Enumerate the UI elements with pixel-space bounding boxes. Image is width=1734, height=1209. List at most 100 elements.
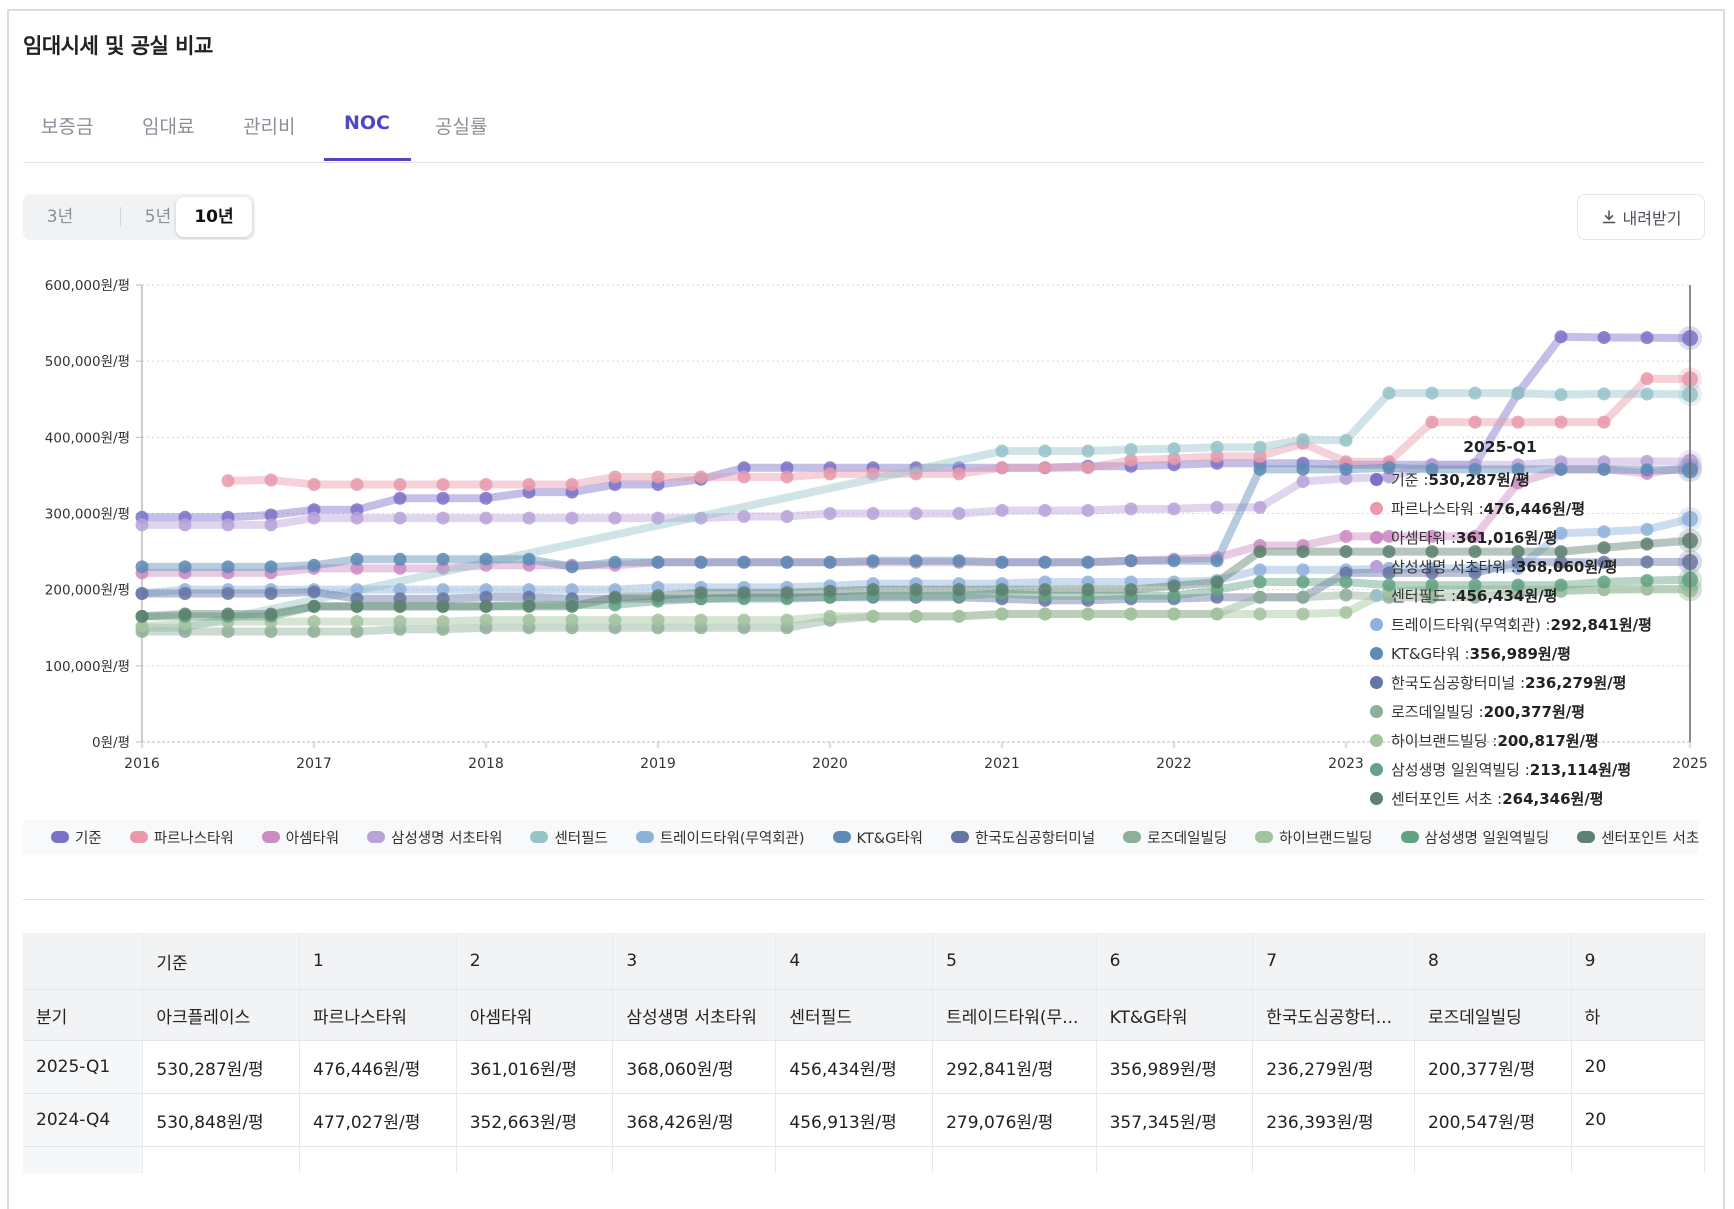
data-point[interactable]	[1425, 545, 1439, 559]
tab-rent[interactable]: 임대료	[142, 116, 195, 138]
data-point[interactable]	[823, 507, 837, 520]
data-point[interactable]	[866, 583, 880, 597]
data-point[interactable]	[651, 589, 665, 603]
data-point[interactable]	[1339, 575, 1353, 589]
data-point[interactable]	[866, 609, 880, 623]
data-point[interactable]	[952, 554, 966, 568]
data-point[interactable]	[436, 615, 450, 629]
data-point[interactable]	[866, 507, 880, 520]
data-point[interactable]	[221, 625, 235, 639]
data-point[interactable]	[307, 478, 321, 492]
data-point[interactable]	[1296, 575, 1310, 589]
data-point[interactable]	[264, 473, 278, 487]
data-point[interactable]	[264, 518, 278, 532]
data-point[interactable]	[1339, 588, 1353, 602]
data-point[interactable]	[565, 613, 579, 627]
data-point[interactable]	[522, 511, 536, 525]
data-point[interactable]	[1253, 462, 1267, 476]
data-point[interactable]	[1425, 578, 1439, 592]
data-point[interactable]	[1253, 575, 1267, 589]
data-point[interactable]	[1038, 555, 1052, 569]
data-point[interactable]	[135, 586, 149, 600]
data-point[interactable]	[866, 467, 880, 481]
data-point[interactable]	[1253, 500, 1267, 514]
data-point[interactable]	[393, 478, 407, 492]
data-point[interactable]	[737, 461, 751, 475]
data-point[interactable]	[1382, 578, 1396, 592]
data-point[interactable]	[737, 555, 751, 569]
data-point[interactable]	[1597, 525, 1611, 539]
data-point[interactable]	[1554, 526, 1568, 540]
data-point[interactable]	[350, 615, 364, 629]
data-point[interactable]	[393, 599, 407, 613]
data-point[interactable]	[565, 560, 579, 574]
data-point[interactable]	[1124, 554, 1138, 568]
data-point[interactable]	[608, 511, 622, 525]
data-point[interactable]	[1554, 388, 1568, 402]
data-point[interactable]	[1038, 461, 1052, 475]
data-point[interactable]	[1511, 545, 1525, 559]
data-point[interactable]	[178, 586, 192, 600]
data-point[interactable]	[1425, 386, 1439, 400]
data-point[interactable]	[1425, 462, 1439, 476]
data-point[interactable]	[1382, 470, 1396, 484]
tab-deposit[interactable]: 보증금	[41, 116, 94, 138]
data-point[interactable]	[1339, 471, 1353, 485]
data-point[interactable]	[1554, 578, 1568, 592]
data-point[interactable]	[264, 625, 278, 639]
data-point[interactable]	[1597, 541, 1611, 555]
data-point[interactable]	[522, 613, 536, 627]
data-point[interactable]	[1081, 583, 1095, 597]
data-point[interactable]	[909, 467, 923, 481]
data-point[interactable]	[651, 511, 665, 525]
data-point[interactable]	[1167, 607, 1181, 621]
data-point[interactable]	[393, 552, 407, 566]
data-point[interactable]	[393, 583, 407, 597]
period-10y-button[interactable]: 10년	[176, 197, 252, 237]
data-point[interactable]	[350, 583, 364, 597]
data-point[interactable]	[952, 507, 966, 520]
data-point[interactable]	[1597, 387, 1611, 401]
data-point[interactable]	[1167, 442, 1181, 456]
data-point[interactable]	[1296, 545, 1310, 559]
download-button[interactable]: 내려받기	[1577, 194, 1705, 240]
data-point[interactable]	[307, 511, 321, 525]
legend-item[interactable]: 파르나스타워	[129, 827, 234, 848]
data-point[interactable]	[350, 478, 364, 492]
data-point[interactable]	[1554, 330, 1568, 344]
data-point[interactable]	[1511, 555, 1525, 569]
data-point[interactable]	[522, 478, 536, 492]
data-point[interactable]	[780, 461, 794, 475]
data-point[interactable]	[1382, 545, 1396, 559]
data-point[interactable]	[1425, 566, 1439, 580]
data-point[interactable]	[1597, 555, 1611, 569]
data-point[interactable]	[694, 613, 708, 627]
data-point[interactable]	[350, 511, 364, 525]
data-point[interactable]	[780, 586, 794, 600]
data-point[interactable]	[436, 561, 450, 575]
data-point[interactable]	[1081, 503, 1095, 517]
data-point[interactable]	[479, 552, 493, 566]
data-point[interactable]	[1468, 462, 1482, 476]
data-point[interactable]	[1468, 386, 1482, 400]
data-point[interactable]	[1210, 575, 1224, 589]
data-point[interactable]	[823, 467, 837, 481]
data-point[interactable]	[350, 561, 364, 575]
data-point[interactable]	[479, 478, 493, 492]
data-point[interactable]	[1296, 433, 1310, 447]
data-point[interactable]	[823, 555, 837, 569]
noc-table-container[interactable]: 기준 1 2 3 4 5 6 7 8 9 분기 아크플레이스 파르나스타워 아셈타워 삼성생명 서초타워 센터…	[23, 933, 1705, 1173]
data-point[interactable]	[1167, 452, 1181, 466]
data-point[interactable]	[565, 599, 579, 613]
data-point[interactable]	[780, 470, 794, 484]
legend-item[interactable]: 한국도심공항터미널	[951, 827, 1095, 848]
data-point[interactable]	[436, 552, 450, 566]
data-point[interactable]	[1511, 415, 1525, 429]
legend-item[interactable]: 기준	[51, 827, 102, 848]
data-point[interactable]	[608, 555, 622, 569]
data-point[interactable]	[307, 615, 321, 629]
data-point[interactable]	[866, 554, 880, 568]
data-point[interactable]	[307, 625, 321, 639]
data-point[interactable]	[1167, 502, 1181, 516]
data-point[interactable]	[307, 558, 321, 572]
